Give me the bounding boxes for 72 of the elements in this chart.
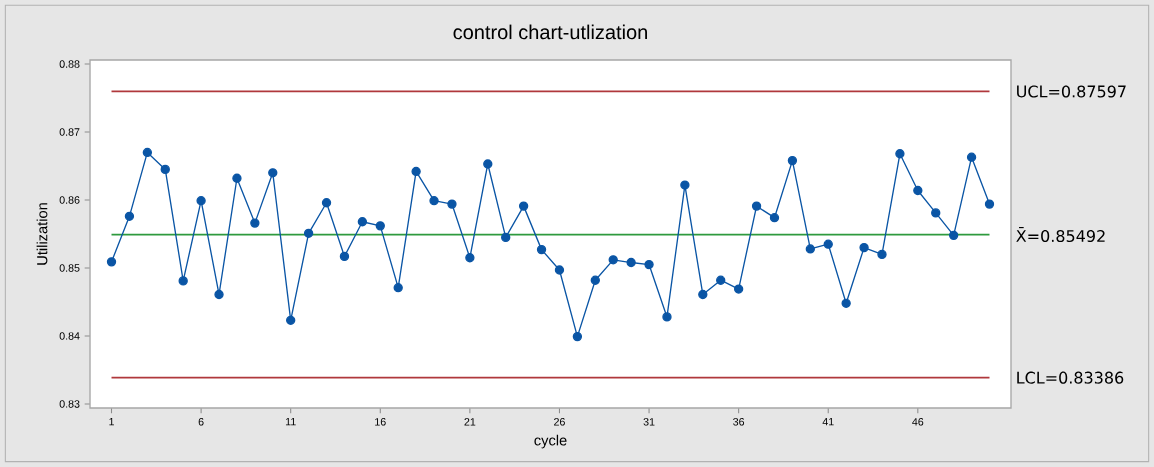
point bbox=[733, 284, 744, 294]
x-tick-label: 11 bbox=[285, 418, 296, 426]
point bbox=[321, 198, 332, 208]
x-tick-label: 31 bbox=[643, 418, 655, 426]
point bbox=[805, 244, 815, 254]
chart-title: control chart-utlization bbox=[453, 24, 647, 40]
y-tick-label: 0.87 bbox=[59, 128, 80, 136]
point bbox=[196, 196, 206, 206]
point bbox=[447, 199, 457, 209]
point bbox=[948, 230, 959, 241]
point bbox=[769, 213, 780, 223]
point bbox=[518, 201, 529, 211]
point bbox=[393, 283, 403, 293]
point bbox=[823, 239, 833, 249]
point bbox=[572, 331, 583, 342]
point bbox=[590, 275, 600, 285]
y-tick-label: 0.88 bbox=[59, 60, 80, 68]
point bbox=[984, 199, 995, 209]
x-axis-title: cycle bbox=[534, 434, 567, 449]
point bbox=[232, 173, 242, 183]
point bbox=[160, 164, 170, 175]
point bbox=[339, 251, 350, 262]
point bbox=[913, 185, 923, 196]
y-tick-label: 0.84 bbox=[59, 332, 80, 340]
point bbox=[214, 289, 224, 300]
point bbox=[554, 265, 565, 275]
point bbox=[698, 289, 708, 300]
point bbox=[536, 244, 547, 255]
x-tick-label: 36 bbox=[733, 418, 745, 426]
point bbox=[286, 315, 296, 325]
point bbox=[626, 257, 636, 268]
ref-line-label: LCL=0.83386 bbox=[1017, 371, 1124, 384]
ref-line-label: UCL=0.87597 bbox=[1017, 85, 1126, 98]
y-tick-label: 0.85 bbox=[59, 264, 80, 272]
x-tick-label: 46 bbox=[912, 418, 924, 426]
point bbox=[877, 249, 887, 260]
point bbox=[142, 147, 153, 158]
x-tick-label: 16 bbox=[375, 418, 386, 426]
point bbox=[644, 259, 654, 270]
x-tick-label: 26 bbox=[554, 418, 565, 426]
point bbox=[680, 180, 690, 190]
ref-line-label: X̄=0.85492 bbox=[1016, 227, 1105, 243]
point bbox=[303, 228, 314, 238]
point bbox=[411, 166, 421, 177]
y-tick-label: 0.86 bbox=[59, 196, 80, 204]
point bbox=[465, 253, 475, 263]
point bbox=[106, 257, 117, 267]
point bbox=[483, 159, 493, 169]
point bbox=[716, 275, 726, 285]
point bbox=[429, 196, 439, 206]
point bbox=[751, 201, 762, 211]
point bbox=[787, 155, 798, 166]
y-axis-title: Utilization bbox=[36, 203, 48, 265]
point bbox=[859, 242, 869, 253]
point bbox=[608, 255, 618, 265]
y-tick-label: 0.83 bbox=[59, 400, 80, 408]
point bbox=[662, 312, 672, 322]
point bbox=[375, 221, 385, 231]
point bbox=[124, 211, 135, 221]
x-tick-label: 6 bbox=[198, 418, 204, 426]
point bbox=[931, 208, 941, 218]
x-tick-label: 1 bbox=[109, 418, 114, 426]
point bbox=[501, 232, 511, 243]
point bbox=[250, 218, 260, 228]
point bbox=[178, 276, 188, 286]
x-tick-label: 41 bbox=[822, 418, 834, 426]
point bbox=[966, 152, 977, 162]
point bbox=[357, 217, 368, 227]
x-tick-label: 21 bbox=[464, 418, 476, 426]
point bbox=[268, 168, 278, 178]
point bbox=[895, 149, 905, 159]
point bbox=[841, 298, 851, 308]
